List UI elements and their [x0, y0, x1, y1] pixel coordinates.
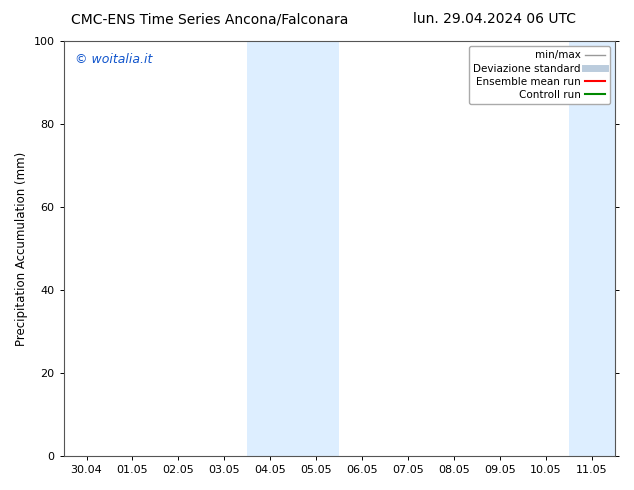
- Y-axis label: Precipitation Accumulation (mm): Precipitation Accumulation (mm): [15, 151, 28, 345]
- Legend: min/max, Deviazione standard, Ensemble mean run, Controll run: min/max, Deviazione standard, Ensemble m…: [469, 46, 610, 104]
- Text: lun. 29.04.2024 06 UTC: lun. 29.04.2024 06 UTC: [413, 12, 576, 26]
- Bar: [294, 41, 339, 456]
- Text: CMC-ENS Time Series Ancona/Falconara: CMC-ENS Time Series Ancona/Falconara: [70, 12, 348, 26]
- Text: © woitalia.it: © woitalia.it: [75, 53, 152, 67]
- Bar: [569, 41, 615, 456]
- Bar: [247, 41, 294, 456]
